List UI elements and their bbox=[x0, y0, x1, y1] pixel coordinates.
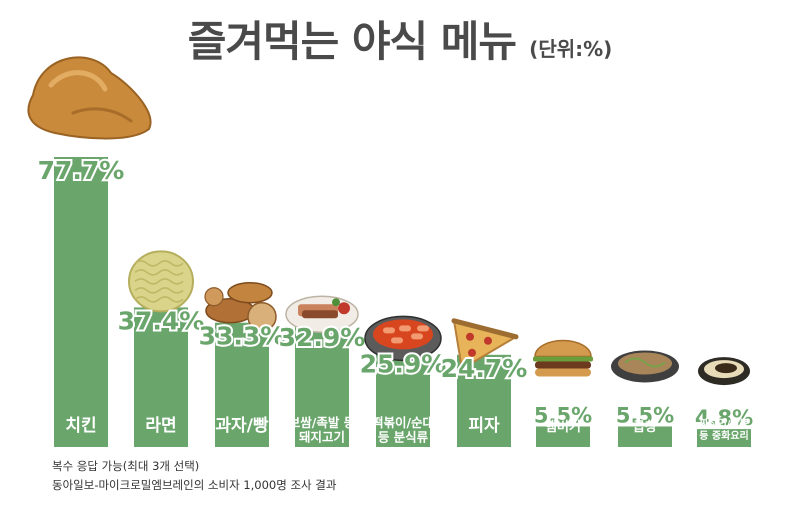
bar-2 bbox=[134, 307, 188, 447]
unit-label: (단위:%) bbox=[529, 37, 613, 61]
category-label-1: 치킨 bbox=[65, 416, 96, 436]
value-label-4: 32.9% bbox=[279, 323, 366, 352]
value-label-8: 5.5% bbox=[616, 403, 674, 427]
category-label-5: 떡볶이/순대 등 분식류 bbox=[372, 415, 434, 445]
bar-7 bbox=[536, 426, 590, 447]
bar-8 bbox=[618, 426, 672, 447]
category-label-8: 곱창 bbox=[633, 419, 657, 435]
value-label-6: 24.7% bbox=[441, 354, 528, 383]
hamburger-icon bbox=[533, 339, 593, 377]
jjajangmyeon-icon bbox=[698, 357, 750, 386]
footnotes: 복수 응답 가능(최대 3개 선택) 동아일보-마이크로밀엠브레인의 소비자 1… bbox=[52, 457, 336, 495]
value-label-9: 4.8% bbox=[695, 406, 753, 430]
bar-6 bbox=[457, 354, 511, 447]
chart-title: 즐겨먹는 야식 메뉴 bbox=[187, 17, 517, 66]
bar-1 bbox=[54, 157, 108, 447]
bar-5 bbox=[376, 350, 430, 447]
bar-4 bbox=[295, 324, 349, 447]
category-label-3: 과자/빵 bbox=[215, 416, 268, 436]
value-label-2: 37.4% bbox=[118, 306, 205, 335]
bar-3 bbox=[215, 322, 269, 447]
value-label-7: 5.5% bbox=[534, 403, 592, 427]
footnote-multiple-answers: 복수 응답 가능(최대 3개 선택) bbox=[52, 459, 200, 473]
value-label-1: 77.7% bbox=[38, 156, 125, 185]
category-label-7: 햄버거 bbox=[545, 419, 581, 435]
pizza-icon bbox=[451, 318, 519, 371]
snack-bread-icon bbox=[204, 281, 277, 332]
category-label-9: 짜장면/짬뽕 등 중화요리 bbox=[699, 417, 749, 442]
category-label-4: 보쌈/족발 등 돼지고기 bbox=[289, 415, 356, 445]
value-label-5: 25.9% bbox=[360, 349, 447, 378]
footnote-source: 동아일보-마이크로밀엠브레인의 소비자 1,000명 조사 결과 bbox=[52, 478, 337, 492]
category-label-6: 피자 bbox=[468, 416, 500, 436]
pork-dish-icon bbox=[285, 295, 359, 333]
tteokbokki-icon bbox=[364, 315, 442, 362]
value-label-3: 33.3% bbox=[199, 322, 286, 351]
ramen-noodle-icon bbox=[128, 250, 194, 313]
fried-chicken-icon bbox=[27, 56, 152, 140]
chart-title-block: 즐겨먹는 야식 메뉴 (단위:%) bbox=[0, 8, 800, 69]
bar-9 bbox=[697, 429, 751, 447]
gopchang-icon bbox=[611, 350, 679, 383]
category-label-2: 라면 bbox=[145, 416, 176, 436]
